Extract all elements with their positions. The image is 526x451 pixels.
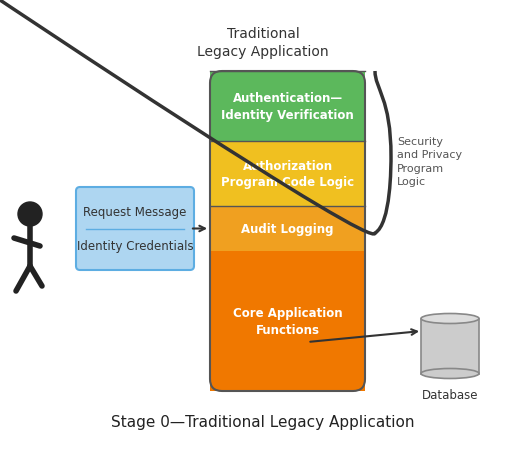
Text: Security
and Privacy
Program
Logic: Security and Privacy Program Logic [397, 137, 462, 186]
Text: Identity Credentials: Identity Credentials [77, 240, 194, 253]
Bar [210, 142, 365, 207]
Text: Traditional
Legacy Application: Traditional Legacy Application [197, 27, 329, 59]
Bar [210, 207, 365, 252]
Text: Audit Logging: Audit Logging [241, 222, 334, 235]
Ellipse shape [421, 314, 479, 324]
Bar [421, 319, 479, 374]
FancyBboxPatch shape [76, 188, 194, 271]
Bar [210, 72, 365, 142]
Circle shape [18, 202, 42, 226]
Text: Database: Database [422, 388, 478, 401]
Text: Request Message: Request Message [83, 205, 187, 218]
Text: Core Application
Functions: Core Application Functions [232, 307, 342, 336]
Text: Authentication—
Identity Verification: Authentication— Identity Verification [221, 92, 354, 121]
Text: Authorization
Program Code Logic: Authorization Program Code Logic [221, 160, 354, 189]
Bar [210, 252, 365, 391]
Text: Stage 0—Traditional Legacy Application: Stage 0—Traditional Legacy Application [112, 414, 414, 429]
Ellipse shape [421, 368, 479, 379]
